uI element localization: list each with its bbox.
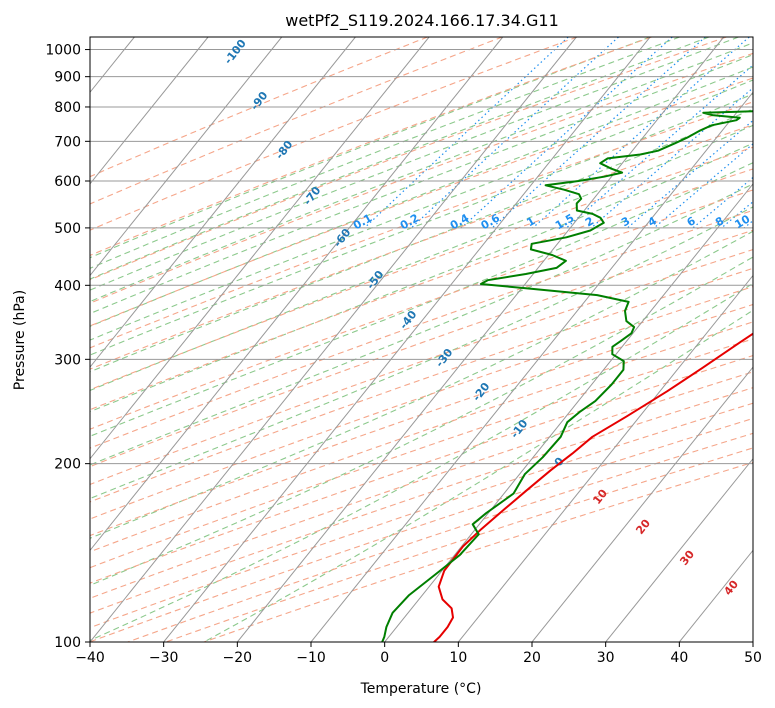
x-tick-label: −10 <box>296 650 326 666</box>
y-tick-label: 900 <box>54 70 81 86</box>
moist-adiabat-line <box>90 230 753 539</box>
dry-adiabat-line <box>90 371 753 599</box>
mixing-ratio-line <box>491 37 706 229</box>
isotherm-line <box>90 37 356 368</box>
x-tick-label: −40 <box>75 650 105 666</box>
moist-adiabat-line <box>90 183 753 466</box>
isobars <box>90 49 753 642</box>
moist-adiabats <box>90 37 753 642</box>
x-tick-label: 40 <box>670 650 688 666</box>
dry-adiabat-line <box>90 321 753 553</box>
moist-adiabat-line <box>90 93 753 356</box>
temperature-line <box>432 332 753 642</box>
isotherm-line <box>605 457 753 642</box>
moist-adiabat-line <box>90 124 753 392</box>
moist-adiabat-line <box>90 256 753 586</box>
y-tick-label: 800 <box>54 100 81 116</box>
y-tick-label: 600 <box>54 174 81 190</box>
dry-adiabat-line <box>90 146 753 391</box>
y-tick-label: 200 <box>54 457 81 473</box>
dry-adiabat-line <box>90 37 578 231</box>
dry-adiabat-line <box>90 229 753 468</box>
plot-area: -100-90-80-70-60-50-40-30-20-1000.1 0.2 0.… <box>90 37 753 642</box>
isotherm-line <box>90 37 504 552</box>
isotherm-line <box>90 37 577 642</box>
chart-title: wetPf2_S119.2024.166.17.34.G11 <box>285 11 559 31</box>
y-tick-label: 700 <box>54 134 81 150</box>
dry-adiabat-line <box>90 168 753 411</box>
dry-adiabat-line <box>90 267 753 503</box>
x-tick-label: 0 <box>380 650 389 666</box>
x-tick-label: 50 <box>744 650 762 666</box>
x-tick-label: −30 <box>149 650 179 666</box>
y-tick-label: 1000 <box>45 43 81 59</box>
moist-adiabat-line <box>90 162 753 437</box>
isotherm-line <box>90 37 283 277</box>
x-axis-label: Temperature (°C) <box>360 681 482 697</box>
moist-adiabat-line <box>203 309 753 642</box>
data-series <box>381 110 753 642</box>
isotherm-line <box>90 37 209 185</box>
y-tick-label: 300 <box>54 352 81 368</box>
dry-adiabat-line <box>90 37 652 257</box>
dry-adiabat-line <box>90 77 753 327</box>
moist-adiabat-line <box>90 142 753 413</box>
dry-adiabat-line <box>90 101 753 349</box>
moist-adiabat-line <box>90 282 753 642</box>
x-tick-label: 30 <box>597 650 615 666</box>
dry-adiabat-line <box>90 37 503 205</box>
x-tick-label: −20 <box>223 650 253 666</box>
dewpoint-line <box>381 110 753 642</box>
x-tick-label: 10 <box>449 650 467 666</box>
dry-adiabat-line <box>90 286 753 520</box>
isotherm-line <box>531 366 753 642</box>
y-axis-label: Pressure (hPa) <box>12 290 28 390</box>
y-axis-ticks: 100 200 300 400 500 600 700 800 900 1000 <box>45 43 90 651</box>
dry-adiabat-line <box>90 354 753 584</box>
y-tick-label: 500 <box>54 221 81 237</box>
dry-adiabat-line <box>90 124 753 370</box>
y-tick-label: 100 <box>54 635 81 651</box>
isotherm-line <box>163 37 651 642</box>
plot-frame <box>89 36 754 643</box>
moist-adiabat-line <box>90 79 753 341</box>
y-tick-label: 400 <box>54 278 81 294</box>
moist-adiabat-line <box>90 37 651 259</box>
mixing-ratio-line <box>566 64 753 229</box>
mixing-ratio-line <box>364 37 569 229</box>
isotherm-line <box>457 274 753 642</box>
moist-adiabat-line <box>90 42 753 303</box>
moist-adiabat-line <box>90 66 753 327</box>
isotherms <box>90 37 753 642</box>
isotherm-line <box>310 91 753 642</box>
moist-adiabat-line <box>90 37 680 269</box>
moist-adiabat-line <box>90 37 739 291</box>
isotherm-line <box>384 183 753 642</box>
dry-adiabat-line <box>90 209 753 449</box>
isotherm-line <box>90 37 430 460</box>
x-tick-label: 20 <box>523 650 541 666</box>
isotherm-line <box>236 37 725 642</box>
moist-adiabat-line <box>90 37 710 280</box>
x-axis-ticks: −40 −30 −20 −10 0 10 20 30 40 50 <box>75 642 762 666</box>
